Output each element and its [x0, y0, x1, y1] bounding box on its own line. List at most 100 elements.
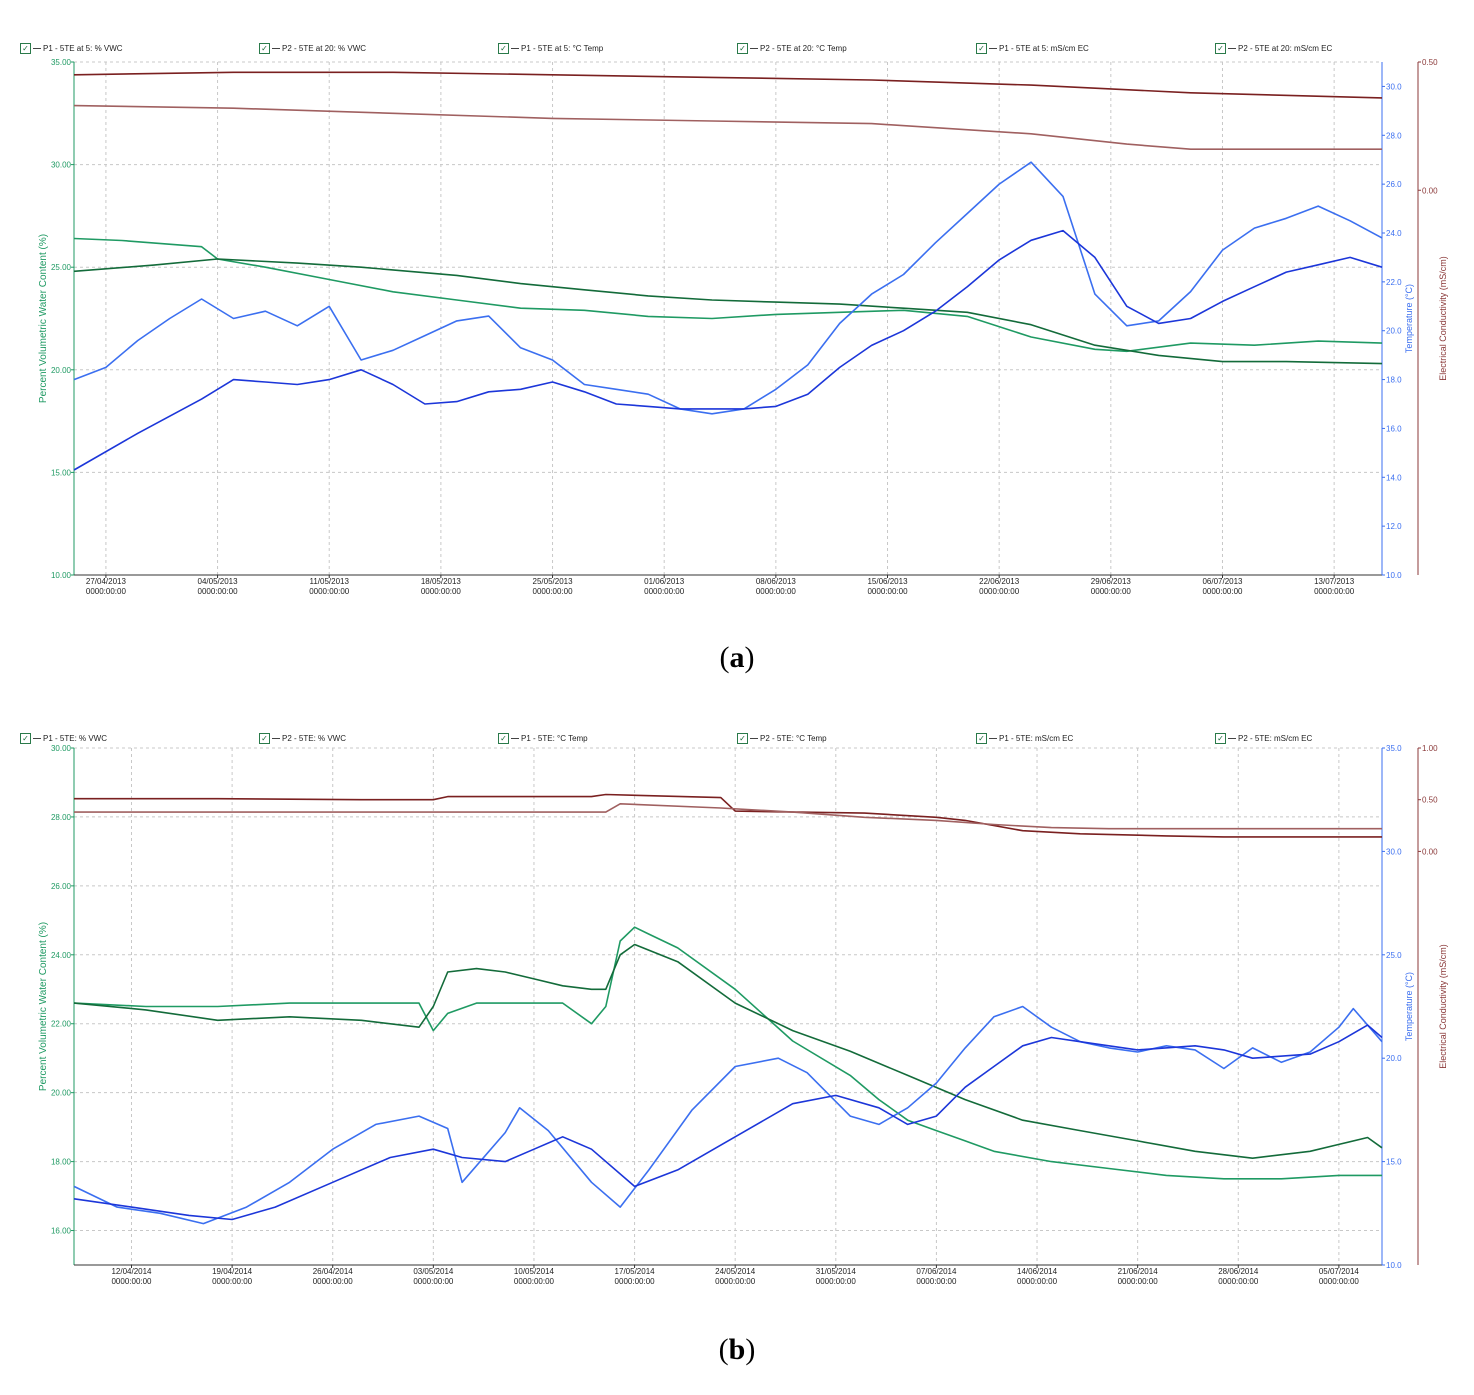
legend-line-icon: [511, 737, 519, 739]
x-tick-label-time: 0000:00:00: [1118, 1277, 1159, 1286]
legend-item[interactable]: ✓ P1 - 5TE: °C Temp: [498, 728, 588, 748]
y-tick-label-left: 30.00: [51, 744, 72, 753]
y-tick-label-ec: 0.50: [1422, 796, 1438, 805]
x-tick-label-date: 04/05/2013: [198, 577, 239, 586]
y-tick-label-temp: 14.0: [1386, 473, 1402, 482]
checkbox-icon[interactable]: ✓: [20, 732, 31, 744]
legend-line-icon: [1228, 47, 1236, 49]
y-axis-title-temp: Temperature (°C): [1404, 284, 1414, 353]
x-tick-label-date: 12/04/2014: [111, 1267, 152, 1276]
y-tick-label-temp: 26.0: [1386, 180, 1402, 189]
x-tick-label-time: 0000:00:00: [111, 1277, 152, 1286]
x-tick-label-time: 0000:00:00: [1218, 1277, 1259, 1286]
x-tick-label-date: 03/05/2014: [413, 1267, 454, 1276]
legend-label: P2 - 5TE at 20: °C Temp: [760, 43, 847, 53]
x-tick-label-time: 0000:00:00: [198, 587, 239, 596]
y-tick-label-left: 25.00: [51, 263, 72, 272]
x-tick-label-date: 22/06/2013: [979, 577, 1020, 586]
legend-label: P2 - 5TE: % VWC: [282, 733, 347, 743]
legend-b: ✓ P1 - 5TE: % VWC ✓ P2 - 5TE: % VWC ✓ P1 - …: [0, 728, 1474, 748]
checkbox-icon[interactable]: ✓: [498, 732, 509, 744]
y-tick-label-temp: 20.0: [1386, 327, 1402, 336]
checkbox-icon[interactable]: ✓: [20, 42, 31, 54]
y-tick-label-temp: 20.0: [1386, 1054, 1402, 1063]
legend-label: P2 - 5TE at 20: mS/cm EC: [1238, 43, 1333, 53]
legend-label: P1 - 5TE: mS/cm EC: [999, 733, 1074, 743]
x-tick-label-date: 13/07/2013: [1314, 577, 1355, 586]
legend-a: ✓ P1 - 5TE at 5: % VWC ✓ P2 - 5TE at 20: %…: [0, 38, 1474, 58]
checkbox-icon[interactable]: ✓: [976, 732, 987, 744]
y-tick-label-ec: 0.00: [1422, 847, 1438, 856]
checkbox-icon[interactable]: ✓: [737, 42, 748, 54]
x-tick-label-time: 0000:00:00: [313, 1277, 354, 1286]
legend-item[interactable]: ✓ P1 - 5TE: mS/cm EC: [976, 728, 1073, 748]
checkbox-icon[interactable]: ✓: [259, 732, 270, 744]
legend-item[interactable]: ✓ P2 - 5TE: % VWC: [259, 728, 346, 748]
y-tick-label-temp: 30.0: [1386, 82, 1402, 91]
legend-label: P2 - 5TE: °C Temp: [760, 733, 827, 743]
y-axis-title-left: Percent Volumetric Water Content (%): [38, 922, 49, 1091]
x-tick-label-time: 0000:00:00: [715, 1277, 756, 1286]
checkbox-icon[interactable]: ✓: [976, 42, 987, 54]
x-tick-label-date: 19/04/2014: [212, 1267, 253, 1276]
legend-item[interactable]: ✓ P2 - 5TE at 20: % VWC: [259, 38, 366, 58]
y-tick-label-temp: 22.0: [1386, 278, 1402, 287]
y-tick-label-left: 10.00: [51, 571, 72, 580]
x-tick-label-date: 15/06/2013: [867, 577, 908, 586]
chart-plot-a: 10.00 15.00 20.00 25.00 30.00 35.00 10.0 12.0 14…: [38, 58, 1448, 596]
checkbox-icon[interactable]: ✓: [737, 732, 748, 744]
x-tick-label-date: 17/05/2014: [615, 1267, 656, 1276]
x-tick-label-time: 0000:00:00: [644, 587, 685, 596]
legend-line-icon: [750, 47, 758, 49]
x-tick-label-date: 25/05/2013: [533, 577, 574, 586]
checkbox-icon[interactable]: ✓: [498, 42, 509, 54]
x-tick-label-time: 0000:00:00: [916, 1277, 957, 1286]
y-tick-label-ec: 0.00: [1422, 186, 1438, 195]
legend-label: P1 - 5TE: °C Temp: [521, 733, 588, 743]
legend-item[interactable]: ✓ P2 - 5TE at 20: °C Temp: [737, 38, 847, 58]
series-line-temp: [73, 1024, 1383, 1221]
y-tick-label-temp: 10.0: [1386, 571, 1402, 580]
x-tick-label-date: 21/06/2014: [1118, 1267, 1159, 1276]
legend-line-icon: [989, 47, 997, 49]
legend-item[interactable]: ✓ P1 - 5TE at 5: % VWC: [20, 38, 123, 58]
legend-label: P2 - 5TE: mS/cm EC: [1238, 733, 1313, 743]
x-tick-label-date: 29/06/2013: [1091, 577, 1132, 586]
legend-line-icon: [272, 47, 280, 49]
x-tick-label-time: 0000:00:00: [1202, 587, 1243, 596]
checkbox-icon[interactable]: ✓: [1215, 732, 1226, 744]
series-line-left: [73, 237, 1383, 353]
legend-item[interactable]: ✓ P2 - 5TE at 20: mS/cm EC: [1215, 38, 1332, 58]
x-tick-label-time: 0000:00:00: [756, 587, 797, 596]
x-tick-label-date: 11/05/2013: [309, 577, 349, 586]
legend-line-icon: [989, 737, 997, 739]
x-tick-label-time: 0000:00:00: [1091, 587, 1132, 596]
series-line-temp: [73, 161, 1383, 415]
y-tick-label-left: 26.00: [51, 882, 72, 891]
y-tick-label-left: 22.00: [51, 1020, 72, 1029]
legend-line-icon: [511, 47, 519, 49]
legend-item[interactable]: ✓ P2 - 5TE: °C Temp: [737, 728, 827, 748]
legend-item[interactable]: ✓ P1 - 5TE: % VWC: [20, 728, 107, 748]
legend-line-icon: [33, 47, 41, 49]
checkbox-icon[interactable]: ✓: [259, 42, 270, 54]
x-tick-label-time: 0000:00:00: [1314, 587, 1355, 596]
x-tick-label-time: 0000:00:00: [421, 587, 462, 596]
x-tick-label-date: 07/06/2014: [916, 1267, 957, 1276]
y-tick-label-left: 30.00: [51, 161, 72, 170]
checkbox-icon[interactable]: ✓: [1215, 42, 1226, 54]
y-tick-label-left: 28.00: [51, 813, 72, 822]
y-tick-label-ec: 0.50: [1422, 58, 1438, 67]
legend-item[interactable]: ✓ P1 - 5TE at 5: °C Temp: [498, 38, 603, 58]
legend-item[interactable]: ✓ P1 - 5TE at 5: mS/cm EC: [976, 38, 1089, 58]
x-tick-label-date: 31/05/2014: [816, 1267, 857, 1276]
legend-item[interactable]: ✓ P2 - 5TE: mS/cm EC: [1215, 728, 1312, 748]
y-axis-title-ec: Electrical Conductivity (mS/cm): [1438, 256, 1448, 381]
x-tick-label-time: 0000:00:00: [979, 587, 1020, 596]
y-tick-label-ec: 1.00: [1422, 744, 1438, 753]
x-tick-label-date: 27/04/2013: [86, 577, 127, 586]
x-tick-label-time: 0000:00:00: [1319, 1277, 1360, 1286]
series-line-ec: [73, 71, 1383, 99]
x-tick-label-date: 05/07/2014: [1319, 1267, 1360, 1276]
y-tick-label-left: 20.00: [51, 1089, 72, 1098]
